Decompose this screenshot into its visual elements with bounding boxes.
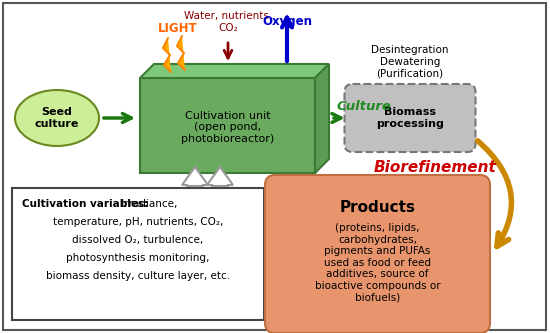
Text: temperature, pH, nutrients, CO₂,: temperature, pH, nutrients, CO₂, (53, 217, 223, 227)
FancyBboxPatch shape (344, 84, 476, 152)
Ellipse shape (15, 90, 99, 146)
Text: Cultivation variables:: Cultivation variables: (22, 199, 148, 209)
Text: biomass density, culture layer, etc.: biomass density, culture layer, etc. (46, 271, 230, 281)
Polygon shape (315, 64, 329, 173)
Text: Biomass
processing: Biomass processing (376, 107, 444, 129)
FancyBboxPatch shape (265, 175, 490, 333)
Polygon shape (163, 38, 171, 72)
Text: photosynthesis monitoring,: photosynthesis monitoring, (67, 253, 210, 263)
FancyArrow shape (207, 167, 233, 186)
Text: Water, nutrients,
CO₂: Water, nutrients, CO₂ (184, 11, 272, 33)
Text: (proteins, lipids,
carbohydrates,
pigments and PUFAs
used as food or feed
additi: (proteins, lipids, carbohydrates, pigmen… (315, 223, 441, 303)
Text: Cultivation unit
(open pond,
photobioreactor): Cultivation unit (open pond, photobiorea… (181, 111, 274, 144)
Text: dissolved O₂, turbulence,: dissolved O₂, turbulence, (73, 235, 204, 245)
FancyBboxPatch shape (3, 3, 546, 330)
Text: Biorefinement: Biorefinement (373, 161, 496, 175)
FancyArrowPatch shape (477, 141, 512, 246)
FancyBboxPatch shape (12, 188, 264, 320)
FancyArrow shape (182, 167, 208, 186)
Polygon shape (140, 64, 329, 78)
Text: Seed
culture: Seed culture (35, 107, 79, 129)
Text: Desintegration
Dewatering
(Purification): Desintegration Dewatering (Purification) (371, 45, 449, 79)
Polygon shape (177, 36, 185, 70)
Text: Irradiance,: Irradiance, (118, 199, 177, 209)
Text: Culture: Culture (337, 100, 392, 113)
Text: Products: Products (339, 199, 415, 214)
Text: LIGHT: LIGHT (158, 22, 198, 35)
Text: Oxygen: Oxygen (262, 16, 312, 29)
Bar (140, 78, 315, 173)
